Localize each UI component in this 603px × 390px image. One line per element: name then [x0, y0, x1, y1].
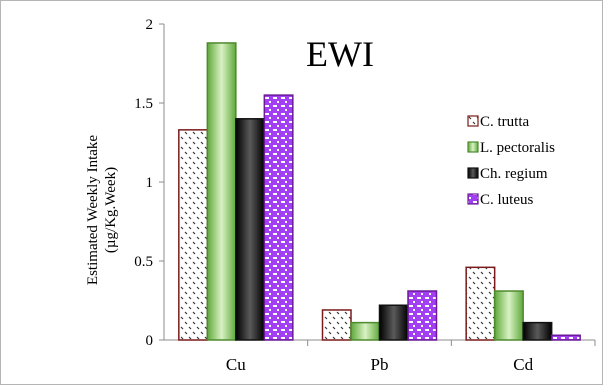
- bar: [407, 290, 438, 341]
- bar: [522, 321, 553, 341]
- legend-swatch: [467, 193, 479, 205]
- y-tick-label: 0: [146, 333, 154, 349]
- legend-label: C. luteus: [480, 192, 533, 208]
- y-axis-label-units: (µg/Kg.Week): [103, 167, 119, 253]
- x-tick-label: Pb: [371, 355, 389, 374]
- x-tick-label: Cd: [513, 355, 533, 374]
- legend-swatch: [467, 141, 479, 153]
- legend-label: C. trutta: [480, 114, 530, 130]
- bar: [321, 309, 352, 341]
- bar: [206, 42, 237, 341]
- bar: [378, 304, 409, 341]
- bar: [493, 290, 524, 341]
- y-axis-label: Estimated Weekly Intake: [85, 135, 101, 285]
- legend-swatch: [467, 167, 479, 179]
- legend-label: Ch. regium: [480, 166, 548, 182]
- bar: [263, 94, 294, 341]
- legend-swatch: [467, 115, 479, 127]
- legend-label: L. pectoralis: [480, 140, 555, 156]
- bar: [550, 334, 581, 341]
- bar: [465, 266, 496, 341]
- x-tick-label: Cu: [226, 355, 246, 374]
- chart-title: EWI: [306, 34, 374, 74]
- y-tick-label: 0.5: [134, 254, 153, 270]
- bar: [350, 321, 381, 341]
- bar: [178, 129, 209, 341]
- y-tick-label: 2: [146, 17, 154, 33]
- y-tick-label: 1.5: [134, 96, 153, 112]
- bar: [235, 118, 266, 341]
- y-tick-label: 1: [146, 175, 154, 191]
